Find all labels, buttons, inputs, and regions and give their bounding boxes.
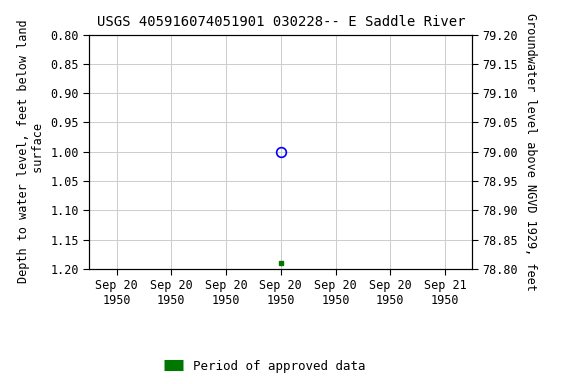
Y-axis label: Depth to water level, feet below land
 surface: Depth to water level, feet below land su…	[17, 20, 45, 283]
Y-axis label: Groundwater level above NGVD 1929, feet: Groundwater level above NGVD 1929, feet	[524, 13, 537, 291]
Legend: Period of approved data: Period of approved data	[160, 355, 370, 378]
Title: USGS 405916074051901 030228-- E Saddle River: USGS 405916074051901 030228-- E Saddle R…	[97, 15, 465, 29]
